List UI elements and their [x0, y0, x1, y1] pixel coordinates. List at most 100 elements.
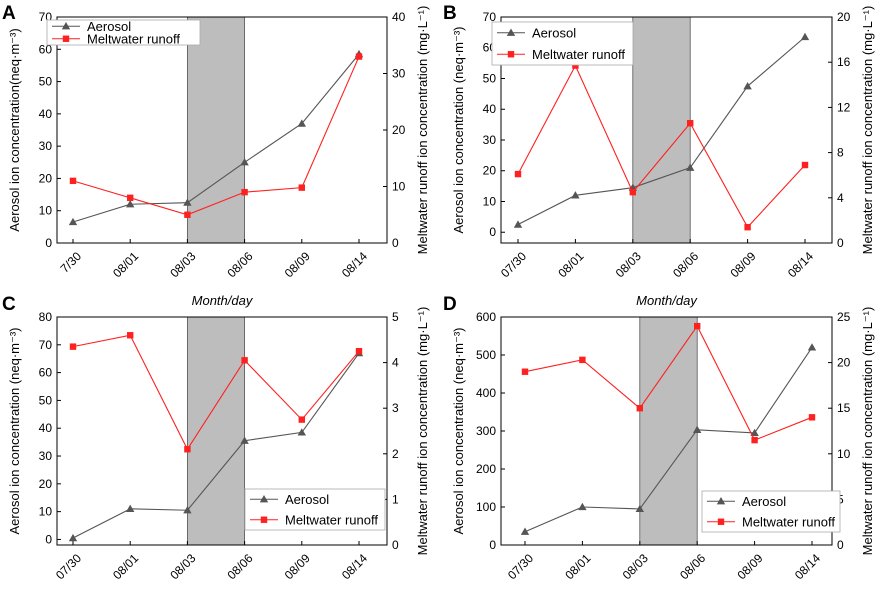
data-point — [513, 220, 523, 228]
data-point — [355, 53, 363, 60]
panel-letter: D — [443, 294, 457, 315]
legend-box — [491, 21, 634, 66]
right-tick-label: 4 — [837, 191, 844, 205]
data-point — [636, 405, 643, 412]
right-tick-label: 8 — [837, 146, 844, 160]
right-tick-label: 30 — [392, 67, 406, 81]
x-tick-label: 08/06 — [225, 551, 256, 582]
right-tick-label: 5 — [837, 492, 844, 506]
data-point — [184, 446, 191, 453]
chart-panel-d: 0 100 200 300 400 500 600 0 5 10 15 20 25 07/30 08/01 0… — [443, 294, 875, 610]
series-line — [524, 325, 813, 441]
data-point — [807, 343, 817, 351]
series-meltwater-runoff — [69, 332, 363, 453]
right-tick-label: 10 — [837, 447, 851, 461]
data-point — [69, 343, 77, 350]
right-axis-title: Meltwater runoff ion concentration (mg·L… — [415, 6, 430, 255]
data-point — [68, 533, 78, 542]
data-point — [521, 368, 529, 375]
right-tick-label: 20 — [837, 356, 851, 370]
panel-letter: B — [443, 3, 457, 24]
data-point — [126, 504, 135, 513]
data-point — [801, 161, 809, 169]
left-tick-label: 40 — [483, 102, 497, 116]
legend-label: Aerosol — [742, 494, 786, 509]
left-axis-title: Aerosol ion concentration (neq·m⁻³) — [7, 327, 22, 534]
series-meltwater-runoff — [69, 53, 363, 218]
left-tick-label: 400 — [476, 386, 496, 400]
data-point — [743, 81, 752, 90]
right-tick-label: 25 — [837, 310, 851, 324]
right-tick-label: 0 — [392, 236, 399, 250]
left-axis-title: Aerosol ion concentration (neq·m⁻³) — [451, 26, 466, 233]
x-tick-label: 08/09 — [735, 551, 766, 582]
legend-label: Aerosol — [532, 25, 576, 40]
shaded-period — [186, 16, 245, 244]
x-tick-label: 08/01 — [110, 551, 141, 582]
data-point — [184, 211, 191, 218]
left-tick-label: 50 — [39, 393, 53, 407]
data-point — [751, 436, 758, 444]
shaded-period — [639, 316, 698, 546]
data-point — [744, 223, 751, 231]
series-line — [524, 347, 813, 533]
series-aerosol — [520, 343, 817, 535]
left-tick-label: 100 — [476, 500, 496, 514]
series-line — [517, 64, 806, 229]
data-point — [686, 163, 695, 171]
x-tick-label: 08/06 — [225, 249, 256, 280]
plot-frame — [56, 316, 388, 546]
left-tick-label: 0 — [489, 538, 496, 552]
legend-marker — [716, 497, 726, 505]
left-tick-label: 70 — [39, 338, 53, 352]
legend-marker — [506, 28, 516, 36]
x-tick-label: 08/06 — [670, 249, 701, 280]
plot-frame — [500, 16, 833, 244]
legend-label: Meltwater runoff — [532, 47, 625, 62]
legend-marker — [260, 516, 268, 523]
legend-box — [244, 488, 386, 531]
data-point — [183, 506, 192, 514]
left-tick-label: 50 — [39, 75, 53, 89]
x-tick-label: 08/09 — [728, 249, 759, 280]
legend-marker — [61, 22, 71, 30]
left-axis-title: Aerosol ion concentration (neq·m⁻³) — [451, 327, 466, 534]
legend-marker — [507, 51, 515, 58]
right-tick-label: 5 — [392, 310, 399, 324]
left-tick-label: 60 — [39, 366, 53, 380]
left-tick-label: 10 — [39, 505, 53, 519]
data-point — [635, 504, 644, 513]
left-tick-label: 500 — [476, 348, 496, 362]
shaded-period — [632, 16, 691, 244]
data-point — [578, 502, 587, 511]
data-point — [687, 120, 694, 127]
left-tick-label: 30 — [39, 449, 53, 463]
x-axis-title: Month/day — [636, 293, 698, 308]
right-tick-label: 12 — [837, 100, 851, 114]
x-tick-label: 08/03 — [167, 551, 198, 582]
right-tick-label: 20 — [392, 123, 406, 137]
right-tick-label: 40 — [392, 10, 406, 24]
x-tick-label: 07/30 — [505, 551, 536, 582]
left-tick-label: 200 — [476, 462, 496, 476]
series-line — [72, 53, 360, 223]
x-tick-label: 08/09 — [282, 551, 313, 582]
left-tick-label: 10 — [483, 194, 497, 208]
left-tick-label: 0 — [489, 225, 496, 239]
right-tick-label: 10 — [392, 180, 406, 194]
data-point — [800, 32, 810, 41]
data-point — [693, 425, 702, 434]
left-tick-label: 20 — [39, 477, 53, 491]
x-tick-label: 08/14 — [785, 249, 816, 280]
x-axis-title: Month/day — [192, 608, 254, 610]
right-tick-label: 4 — [392, 356, 399, 370]
right-tick-label: 3 — [392, 401, 399, 415]
data-point — [572, 62, 579, 69]
left-tick-label: 600 — [476, 310, 496, 324]
x-tick-label: 08/01 — [555, 249, 586, 280]
left-tick-label: 300 — [476, 424, 496, 438]
left-tick-label: 0 — [45, 532, 52, 546]
right-tick-label: 15 — [837, 401, 851, 415]
data-point — [520, 527, 530, 535]
